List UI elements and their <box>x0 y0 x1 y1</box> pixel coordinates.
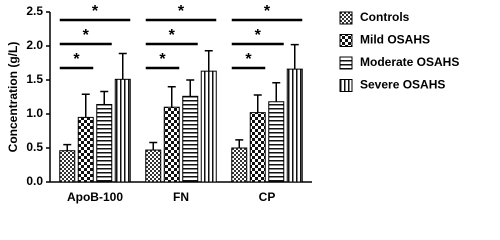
y-axis-label: Concentration (g/L) <box>6 42 20 153</box>
bar <box>182 95 199 183</box>
significance-label: * <box>178 3 185 20</box>
significance-label: * <box>264 3 271 20</box>
y-tick-label: 0.0 <box>26 174 43 188</box>
error-bar <box>272 81 281 102</box>
significance-label: * <box>255 27 262 44</box>
legend-swatch <box>339 79 353 92</box>
error-bar <box>235 139 244 148</box>
y-tick-label: 1.5 <box>26 72 43 86</box>
bar <box>286 68 303 183</box>
error-bar <box>167 86 176 108</box>
bar <box>77 116 94 183</box>
error-bar <box>81 93 90 118</box>
error-bar <box>204 50 213 72</box>
error-bar <box>149 141 158 151</box>
significance-label: * <box>83 27 90 44</box>
y-tick-label: 0.5 <box>26 140 43 154</box>
legend-swatch <box>339 34 353 47</box>
legend-label: Controls <box>360 10 410 24</box>
significance-label: * <box>73 51 80 68</box>
legend-swatch <box>339 56 353 70</box>
bar <box>114 78 131 183</box>
y-tick-label: 2.5 <box>26 4 43 18</box>
significance-label: * <box>159 51 166 68</box>
bar <box>200 70 217 183</box>
significance-label: * <box>92 3 99 20</box>
error-bar <box>100 90 109 105</box>
bar <box>163 106 180 183</box>
legend-label: Moderate OSAHS <box>360 55 459 69</box>
error-bar <box>63 143 72 151</box>
error-bar <box>118 52 127 80</box>
significance-label: * <box>245 51 252 68</box>
bar <box>231 147 248 183</box>
significance-label: * <box>169 27 176 44</box>
chart: Concentration (g/L) 0.0 0.5 1.0 1.5 2.0 2.5 Ap… <box>6 3 459 204</box>
legend-label: Severe OSAHS <box>360 78 445 92</box>
bar <box>268 101 285 183</box>
bar <box>59 150 76 183</box>
y-tick-label: 2.0 <box>26 38 43 52</box>
error-bar <box>253 94 262 113</box>
error-bar <box>290 43 299 70</box>
bar <box>96 103 113 183</box>
x-tick-label: FN <box>173 190 189 204</box>
legend-swatch <box>339 11 353 25</box>
y-tick-label: 1.0 <box>26 106 43 120</box>
error-bar <box>186 79 195 97</box>
bar <box>249 112 266 183</box>
x-tick-label: CP <box>259 190 276 204</box>
bar <box>145 149 162 183</box>
legend-label: Mild OSAHS <box>360 33 430 47</box>
x-tick-label: ApoB-100 <box>67 190 123 204</box>
